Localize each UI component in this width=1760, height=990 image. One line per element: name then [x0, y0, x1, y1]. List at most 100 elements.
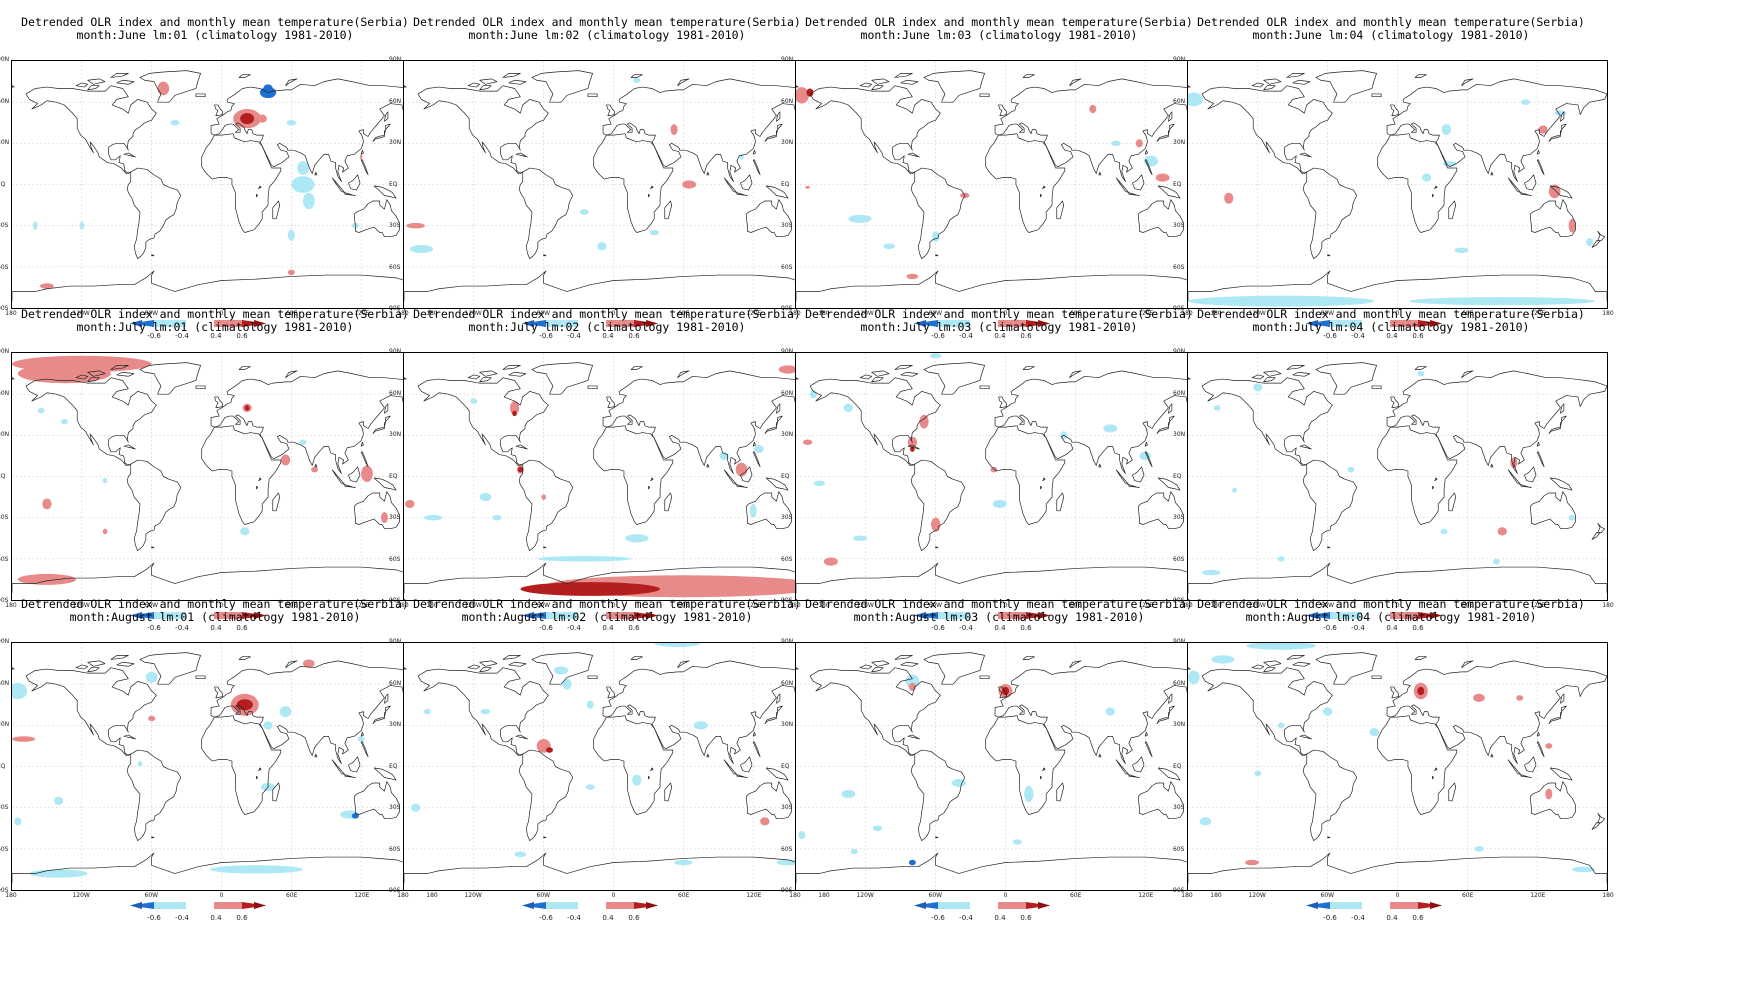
lon-tick-label: 120E — [1138, 310, 1154, 317]
panel-subtitle: month:July lm:04 (climatology 1981-2010) — [1252, 320, 1530, 334]
positive-anomaly — [541, 494, 546, 500]
colorbar-extend-arrow — [522, 320, 534, 327]
panel-title-line1: Detrended OLR index and monthly mean tem… — [413, 15, 801, 29]
colorbar-label: 0.4 — [602, 332, 614, 340]
lat-tick-label: 90N — [389, 348, 402, 355]
negative-anomaly — [53, 796, 64, 805]
panel-subtitle: month:June lm:04 (climatology 1981-2010) — [1252, 28, 1530, 42]
negative-anomaly — [102, 477, 108, 484]
negative-anomaly — [579, 209, 590, 215]
lat-tick-label: EQ — [1173, 472, 1182, 480]
colorbar-label: -0.6 — [147, 624, 161, 632]
colorbar-extend-arrow — [1306, 902, 1318, 909]
colorbar-extend-arrow — [254, 902, 266, 909]
colorbar-extend-arrow — [1306, 612, 1318, 619]
negative-anomaly — [1144, 155, 1158, 167]
lat-tick-label: EQ — [1173, 180, 1182, 188]
negative-anomaly — [1417, 370, 1425, 377]
lon-tick-label: 120W — [1248, 892, 1266, 899]
positive-anomaly — [42, 498, 52, 510]
positive-anomaly — [1135, 139, 1143, 148]
negative-anomaly — [423, 708, 431, 715]
negative-anomaly — [286, 120, 296, 126]
positive-anomaly — [244, 405, 250, 411]
lon-tick-label: 0 — [1395, 310, 1400, 317]
negative-anomaly — [514, 851, 527, 858]
anomaly-layer — [405, 365, 823, 598]
coastlines — [404, 652, 823, 884]
positive-anomaly — [157, 81, 170, 96]
negative-anomaly — [1024, 785, 1034, 803]
lon-tick-label: 180 — [1210, 892, 1222, 899]
lon-tick-label: 120E — [354, 892, 370, 899]
negative-anomaly — [853, 535, 867, 541]
negative-anomaly — [1201, 569, 1221, 576]
positive-anomaly — [280, 454, 291, 466]
colorbar-weak-positive — [998, 320, 1026, 327]
world-map — [11, 352, 432, 601]
lat-tick-label: 60S — [1173, 263, 1185, 271]
lon-tick-label: 180 — [818, 892, 830, 899]
lon-tick-label: 120E — [354, 310, 370, 317]
negative-anomaly — [1369, 728, 1379, 737]
negative-anomaly — [1520, 99, 1531, 105]
positive-anomaly — [545, 747, 553, 753]
gridlines — [1188, 353, 1607, 600]
negative-anomaly — [1103, 424, 1118, 433]
colorbar-label: 0.4 — [602, 624, 614, 632]
negative-anomaly — [883, 243, 895, 249]
colorbar-weak-negative — [546, 320, 578, 327]
lon-tick-label: 180 — [1181, 310, 1193, 317]
panel-title: Detrended OLR index and monthly mean tem… — [784, 598, 1214, 624]
negative-anomaly — [299, 439, 307, 445]
lat-tick-label: 30S — [781, 804, 793, 811]
gridlines — [12, 61, 431, 308]
negative-anomaly — [14, 817, 22, 826]
positive-anomaly — [1548, 184, 1561, 199]
lat-tick-label: EQ — [0, 762, 6, 770]
positive-anomaly — [520, 582, 661, 596]
positive-anomaly — [919, 414, 929, 429]
world-map — [11, 60, 432, 309]
lon-tick-label: 120E — [1138, 892, 1154, 899]
lat-tick-label: 30N — [1173, 139, 1186, 146]
negative-anomaly — [12, 682, 28, 700]
colorbar-label: -0.4 — [567, 332, 581, 340]
lat-tick-label: 30S — [0, 222, 9, 229]
map-panel: Detrended OLR index and monthly mean tem… — [1173, 596, 1614, 926]
negative-anomaly — [170, 120, 180, 126]
panel-title: Detrended OLR index and monthly mean tem… — [392, 598, 822, 624]
panel-title-line1: Detrended OLR index and monthly mean tem… — [805, 15, 1193, 29]
negative-anomaly — [1246, 643, 1317, 650]
world-map — [403, 642, 824, 891]
colorbar-extend-arrow — [130, 612, 142, 619]
positive-anomaly — [240, 113, 255, 125]
colorbar-weak-positive — [606, 320, 634, 327]
lat-tick-label: 30S — [781, 514, 793, 521]
lon-tick-label: 120W — [72, 602, 90, 609]
lon-tick-label: 180 — [789, 892, 801, 899]
negative-anomaly — [1440, 528, 1448, 535]
panel-title-line1: Detrended OLR index and monthly mean tem… — [1197, 597, 1585, 611]
lat-tick-label: 90N — [389, 56, 402, 63]
lon-tick-label: 0 — [219, 892, 224, 899]
lon-tick-label: 180 — [5, 892, 17, 899]
gridlines — [404, 61, 823, 308]
lat-tick-label: 90N — [1173, 56, 1186, 63]
negative-anomaly — [848, 214, 872, 223]
negative-anomaly — [649, 229, 659, 236]
negative-anomaly — [423, 514, 443, 521]
lon-tick-label: 180 — [818, 310, 830, 317]
lat-tick-label: 90N — [0, 56, 10, 63]
lon-tick-label: 180 — [1602, 892, 1614, 899]
positive-anomaly — [670, 124, 678, 136]
negative-anomaly — [754, 444, 764, 454]
colorbar: -0.6 -0.4 0.4 0.6 — [1306, 902, 1466, 924]
colorbar: -0.6 -0.4 0.4 0.6 — [522, 612, 682, 634]
positive-anomaly — [406, 222, 425, 229]
lat-tick-label: 60N — [781, 679, 794, 687]
negative-anomaly — [554, 666, 569, 675]
lat-tick-label: 60N — [1173, 389, 1186, 397]
lon-tick-label: 180 — [397, 892, 409, 899]
lat-tick-label: 60S — [0, 555, 9, 563]
